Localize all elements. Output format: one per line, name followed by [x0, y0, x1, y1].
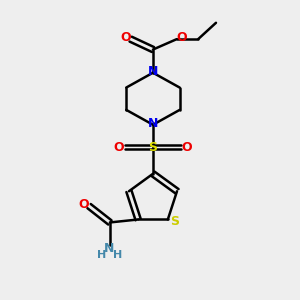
- Text: O: O: [113, 140, 124, 154]
- Text: O: O: [78, 198, 89, 211]
- Text: H: H: [113, 250, 122, 260]
- Text: N: N: [104, 242, 115, 255]
- Text: O: O: [177, 31, 188, 44]
- Text: O: O: [182, 140, 193, 154]
- Text: S: S: [148, 140, 158, 154]
- Text: O: O: [120, 31, 130, 44]
- Text: H: H: [97, 250, 106, 260]
- Text: N: N: [148, 117, 158, 130]
- Text: S: S: [170, 215, 179, 228]
- Text: N: N: [148, 65, 158, 78]
